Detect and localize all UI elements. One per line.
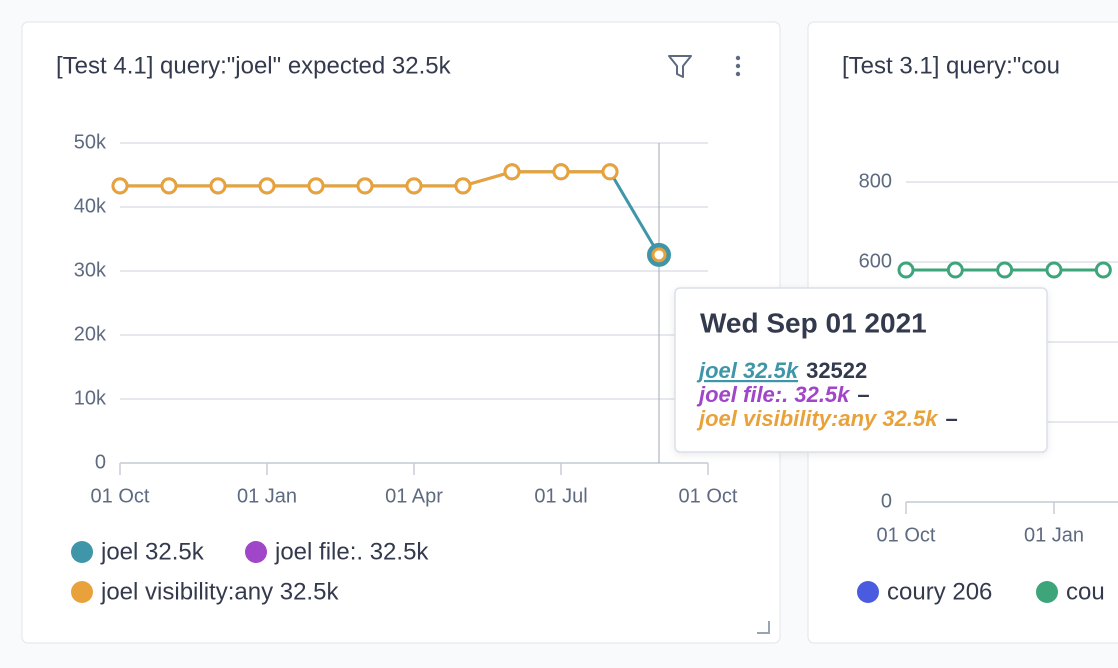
tooltip-series: joel 32.5k [696, 358, 800, 383]
legend-label: coury 206 [887, 578, 992, 605]
resize-handle[interactable] [757, 621, 770, 634]
x-tick-label: 01 Jan [237, 485, 297, 507]
menu-icon[interactable] [735, 55, 741, 77]
x-tick-label: 01 Oct [877, 524, 936, 546]
data-point [209, 177, 227, 195]
data-point [1094, 261, 1112, 279]
y-tick-label: 10k [74, 387, 107, 409]
x-tick-label: 01 Apr [385, 485, 443, 507]
tooltip [674, 287, 1048, 453]
data-point [405, 177, 423, 195]
y-tick-label: 20k [74, 323, 107, 345]
hover-ring [647, 242, 671, 267]
x-tick-label: 01 Oct [91, 485, 150, 507]
data-point [111, 177, 129, 195]
tooltip-value: 32522 [806, 358, 867, 383]
legend-swatch [71, 581, 93, 603]
legend-swatch [71, 541, 93, 563]
legend-label: joel 32.5k [100, 538, 205, 565]
tooltip-row: joel 32.5k 32522 [696, 358, 867, 383]
data-point [1045, 261, 1063, 279]
data-point [897, 261, 915, 279]
tooltip-series: joel file:. 32.5k [696, 382, 851, 407]
tooltip-row: joel file:. 32.5k – [696, 382, 870, 407]
data-point [160, 177, 178, 195]
legend-label: joel file:. 32.5k [274, 538, 429, 565]
data-point [552, 163, 570, 181]
legend-swatch [1036, 581, 1058, 603]
data-point [601, 163, 619, 181]
tooltip-series: joel visibility:any 32.5k [696, 406, 939, 431]
legend-swatch [857, 581, 879, 603]
y-tick-label: 0 [881, 490, 892, 512]
y-tick-label: 600 [859, 250, 892, 272]
legend-swatch [245, 541, 267, 563]
y-tick-label: 40k [74, 195, 107, 217]
data-point [946, 261, 964, 279]
x-tick-label: 01 Jan [1024, 524, 1084, 546]
data-point [996, 261, 1014, 279]
data-point [454, 177, 472, 195]
y-tick-label: 0 [95, 451, 106, 473]
chart-title: [Test 4.1] query:"joel" expected 32.5k [56, 52, 452, 79]
y-tick-label: 800 [859, 170, 892, 192]
y-tick-label: 30k [74, 259, 107, 281]
data-point [503, 163, 521, 181]
legend-label: cou [1066, 578, 1105, 605]
data-point [356, 177, 374, 195]
tooltip-value: – [945, 406, 957, 431]
tooltip-title: Wed Sep 01 2021 [700, 307, 927, 338]
data-point [307, 177, 325, 195]
legend-label: joel visibility:any 32.5k [100, 578, 339, 605]
filter-icon[interactable] [668, 55, 692, 78]
chart-title: [Test 3.1] query:"cou [842, 52, 1060, 79]
hover-point [651, 247, 667, 263]
y-tick-label: 50k [74, 131, 107, 153]
x-tick-label: 01 Jul [534, 485, 587, 507]
x-tick-label: 01 Oct [679, 485, 738, 507]
tooltip-row: joel visibility:any 32.5k – [696, 406, 958, 431]
tooltip-value: – [857, 382, 869, 407]
data-point [258, 177, 276, 195]
